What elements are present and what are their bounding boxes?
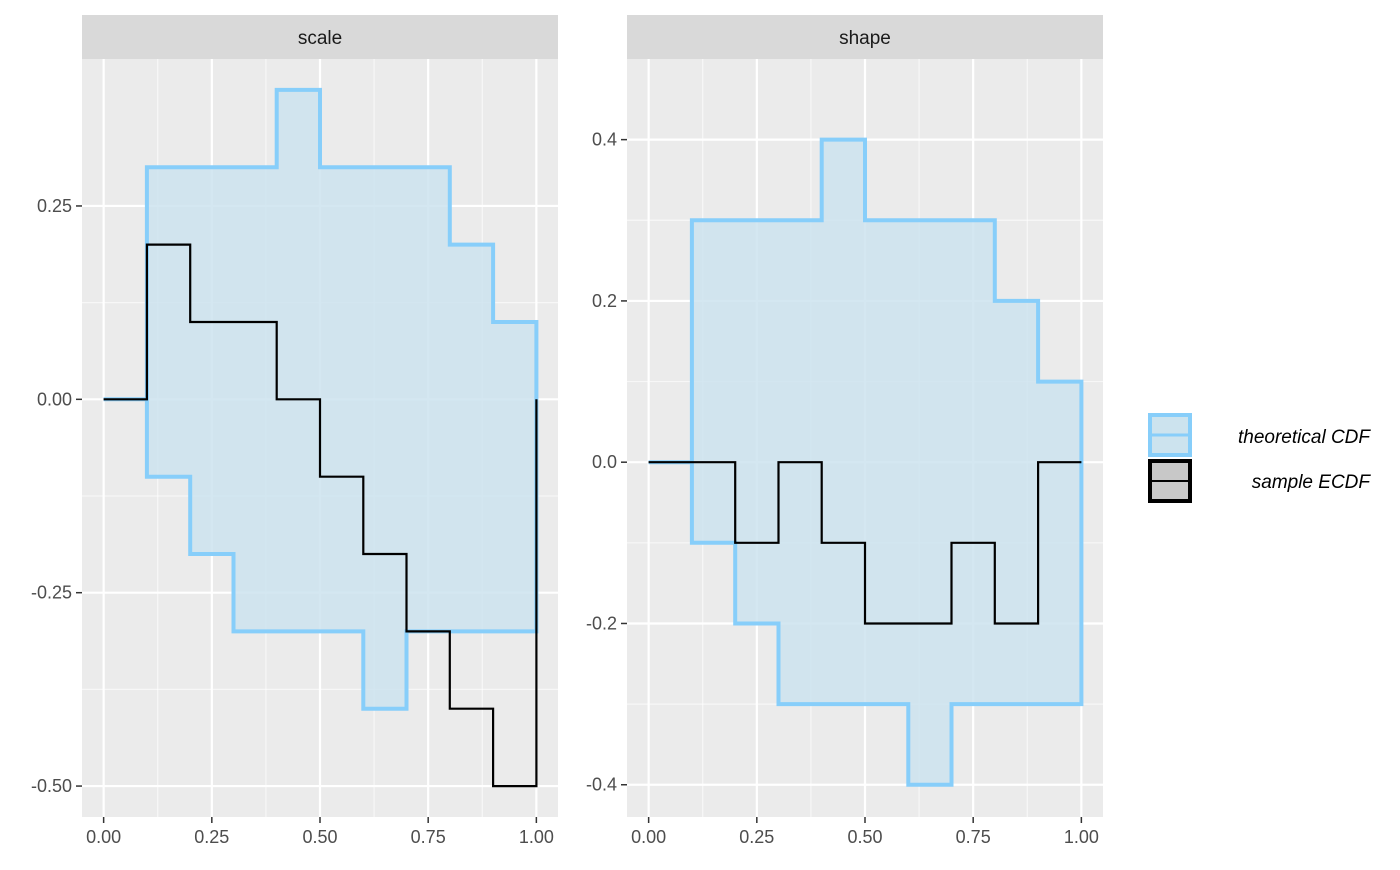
strip-shape-background (627, 15, 1103, 59)
strip-shape-label: shape (839, 28, 891, 49)
legend-label-theoretical-cdf: theoretical CDF (1238, 427, 1371, 448)
panel-scale-x-axis: 0.00 0.25 0.50 0.75 1.00 (86, 817, 554, 847)
panel-shape: shape 0.00 0.25 0.50 0.75 1.00 -0.4 -0.2… (586, 15, 1103, 847)
panel-scale: scale 0.00 0.25 0.50 0.75 1.00 -0.50 -0.… (31, 15, 558, 847)
x-tick-label: 0.50 (302, 827, 337, 847)
x-tick-label: 0.00 (631, 827, 666, 847)
y-tick-label: 0.00 (37, 389, 72, 409)
y-tick-label: 0.2 (592, 291, 617, 311)
panel-shape-y-axis: -0.4 -0.2 0.0 0.2 0.4 (586, 130, 627, 795)
y-tick-label: 0.0 (592, 452, 617, 472)
legend-label-sample-ecdf: sample ECDF (1252, 472, 1372, 493)
legend-key-band (1148, 413, 1192, 457)
panel-shape-x-axis: 0.00 0.25 0.50 0.75 1.00 (631, 817, 1099, 847)
sample-ecdf-line (103, 243, 538, 788)
panel-scale-ecdf (103, 243, 538, 788)
x-tick-label: 0.75 (956, 827, 991, 847)
x-tick-label: 0.25 (739, 827, 774, 847)
x-tick-label: 1.00 (519, 827, 554, 847)
x-tick-label: 0.00 (86, 827, 121, 847)
x-tick-label: 0.50 (847, 827, 882, 847)
y-tick-label: -0.4 (586, 775, 617, 795)
x-tick-label: 1.00 (1064, 827, 1099, 847)
y-tick-label: 0.4 (592, 130, 617, 150)
y-tick-label: -0.25 (31, 583, 72, 603)
x-tick-label: 0.75 (411, 827, 446, 847)
panel-shape-ecdf (648, 461, 1082, 625)
y-tick-label: -0.2 (586, 614, 617, 634)
strip-scale-label: scale (298, 28, 342, 49)
sample-ecdf-line (648, 461, 1082, 625)
strip-scale-background (82, 15, 558, 59)
y-tick-label: -0.50 (31, 776, 72, 796)
panel-scale-y-axis: -0.50 -0.25 0.00 0.25 (31, 196, 82, 796)
legend-key-line (1148, 459, 1192, 503)
legend: theoretical CDF sample ECDF (1148, 413, 1372, 503)
x-tick-label: 0.25 (194, 827, 229, 847)
y-tick-label: 0.25 (37, 196, 72, 216)
